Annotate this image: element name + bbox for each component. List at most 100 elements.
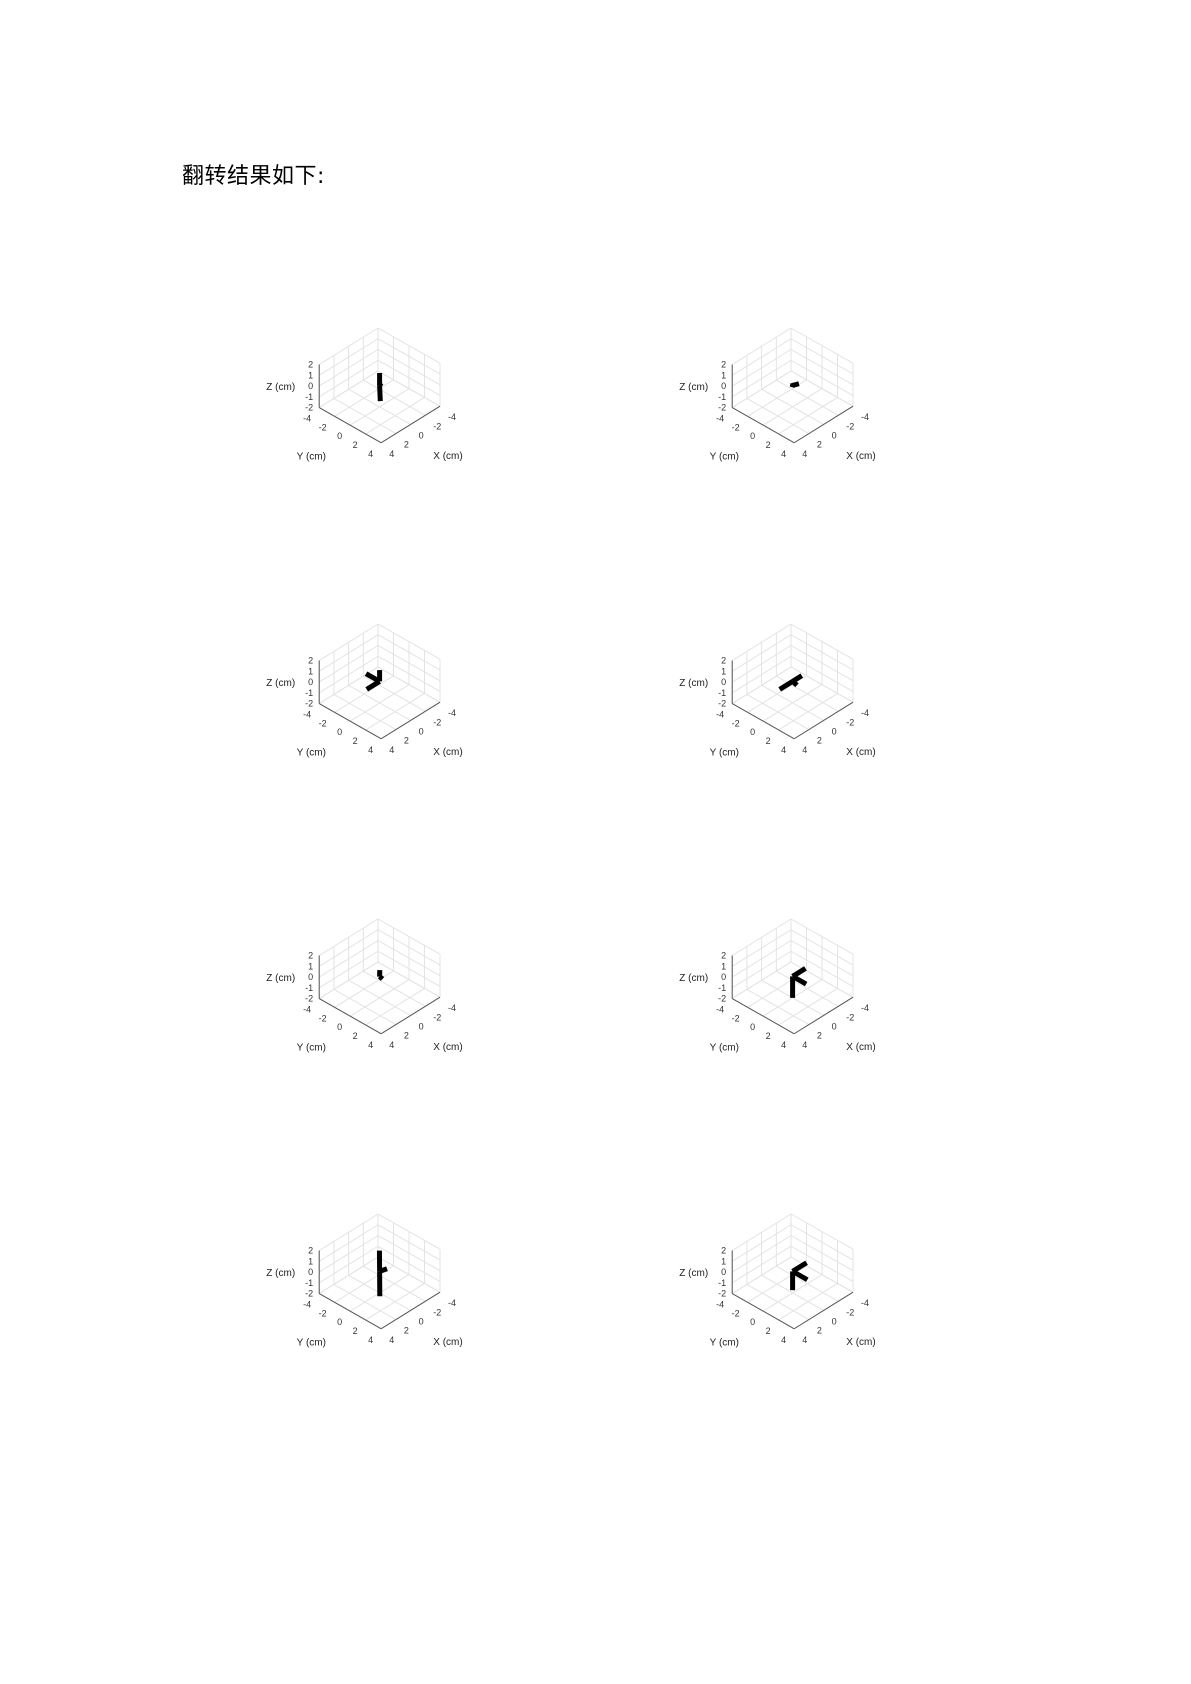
y-tick-label: 4: [781, 1040, 786, 1050]
x-tick-label: 2: [817, 736, 822, 746]
z-axis-label: Z (cm): [679, 973, 708, 984]
grid-line: [318, 940, 379, 978]
z-tick-label: 0: [308, 972, 313, 982]
x-axis-label: X (cm): [433, 747, 462, 758]
plot-grid: [731, 623, 854, 740]
x-tick-label: 0: [419, 726, 424, 736]
y-axis-label: Y (cm): [297, 748, 326, 759]
grid-line: [731, 1256, 792, 1294]
y-axis-line: [731, 703, 795, 740]
z-tick-label: 1: [308, 370, 313, 380]
y-tick-label: -4: [303, 1300, 311, 1310]
x-tick-label: -2: [846, 1012, 854, 1022]
y-axis-line: [318, 407, 382, 444]
x-tick-label: -2: [433, 421, 441, 431]
grid-line: [365, 1282, 425, 1321]
y-tick-label: 0: [337, 1317, 342, 1327]
x-axis-label: X (cm): [846, 451, 875, 462]
y-tick-label: -2: [732, 422, 740, 432]
x-axis-line: [793, 701, 854, 740]
z-tick-label: 2: [721, 1246, 726, 1256]
y-tick-label: 0: [750, 1022, 755, 1032]
z-axis-label: Z (cm): [266, 1268, 295, 1279]
grid-line: [377, 1224, 441, 1261]
x-tick-label: 2: [817, 1031, 822, 1041]
y-axis-line: [318, 703, 382, 740]
x-axis-label: X (cm): [846, 1042, 875, 1053]
grid-line: [349, 388, 410, 426]
grid-line: [377, 950, 441, 987]
x-tick-label: 2: [817, 440, 822, 450]
plot-data: [790, 966, 808, 998]
grid-line: [318, 961, 379, 999]
y-tick-label: 0: [337, 431, 342, 441]
grid-line: [790, 655, 854, 692]
grid-line: [318, 327, 379, 365]
y-tick-label: 2: [766, 1326, 771, 1336]
plot-data: [789, 381, 800, 388]
grid-line: [377, 359, 441, 396]
y-tick-label: 2: [766, 1031, 771, 1041]
y-axis-label: Y (cm): [297, 1043, 326, 1054]
z-tick-label: -1: [305, 688, 313, 698]
grid-line: [318, 359, 379, 398]
z-tick-label: -2: [718, 403, 726, 413]
z-tick-label: 0: [721, 381, 726, 391]
data-segment: [377, 974, 385, 981]
z-tick-label: -1: [718, 392, 726, 402]
grid-line: [778, 1282, 838, 1321]
y-tick-label: -4: [716, 414, 724, 424]
x-tick-label: -4: [448, 708, 456, 718]
grid-line: [333, 397, 397, 435]
plot-axes: [731, 364, 854, 444]
z-tick-label: -1: [305, 1278, 313, 1288]
z-tick-label: -1: [718, 983, 726, 993]
data-segment: [378, 1266, 388, 1274]
y-tick-label: -4: [716, 710, 724, 720]
y-axis-label: Y (cm): [710, 1043, 739, 1054]
grid-line: [731, 940, 792, 978]
grid-line: [377, 655, 441, 692]
grid-line: [731, 666, 792, 704]
z-tick-label: -2: [305, 994, 313, 1004]
grid-line: [318, 634, 379, 672]
z-tick-label: -2: [718, 1289, 726, 1299]
y-tick-label: -4: [303, 710, 311, 720]
data-segment: [778, 679, 794, 692]
z-axis-label: Z (cm): [679, 678, 708, 689]
z-axis-label: Z (cm): [266, 973, 295, 984]
grid-line: [365, 692, 425, 731]
x-axis-line: [793, 405, 854, 444]
grid-line: [318, 1224, 379, 1262]
grid-line: [377, 918, 441, 955]
y-tick-label: 2: [353, 1326, 358, 1336]
y-tick-label: -2: [319, 718, 327, 728]
page-heading: 翻转结果如下:: [182, 164, 325, 189]
grid-line: [377, 929, 441, 966]
plot-data: [377, 373, 384, 402]
y-tick-label: -2: [319, 422, 327, 432]
y-axis-label: Y (cm): [297, 452, 326, 463]
x-axis-line: [380, 996, 441, 1035]
grid-line: [318, 918, 379, 956]
grid-line: [790, 370, 854, 407]
data-segment: [377, 381, 384, 387]
x-tick-label: 2: [404, 1326, 409, 1336]
z-tick-label: 2: [308, 1246, 313, 1256]
grid-line: [377, 327, 441, 364]
z-axis-label: Z (cm): [679, 1268, 708, 1279]
z-tick-label: -1: [305, 392, 313, 402]
plot-data: [364, 670, 383, 692]
x-tick-label: -4: [861, 1298, 869, 1308]
y-tick-label: 0: [750, 431, 755, 441]
grid-line: [790, 349, 854, 386]
y-tick-label: 4: [368, 745, 373, 755]
